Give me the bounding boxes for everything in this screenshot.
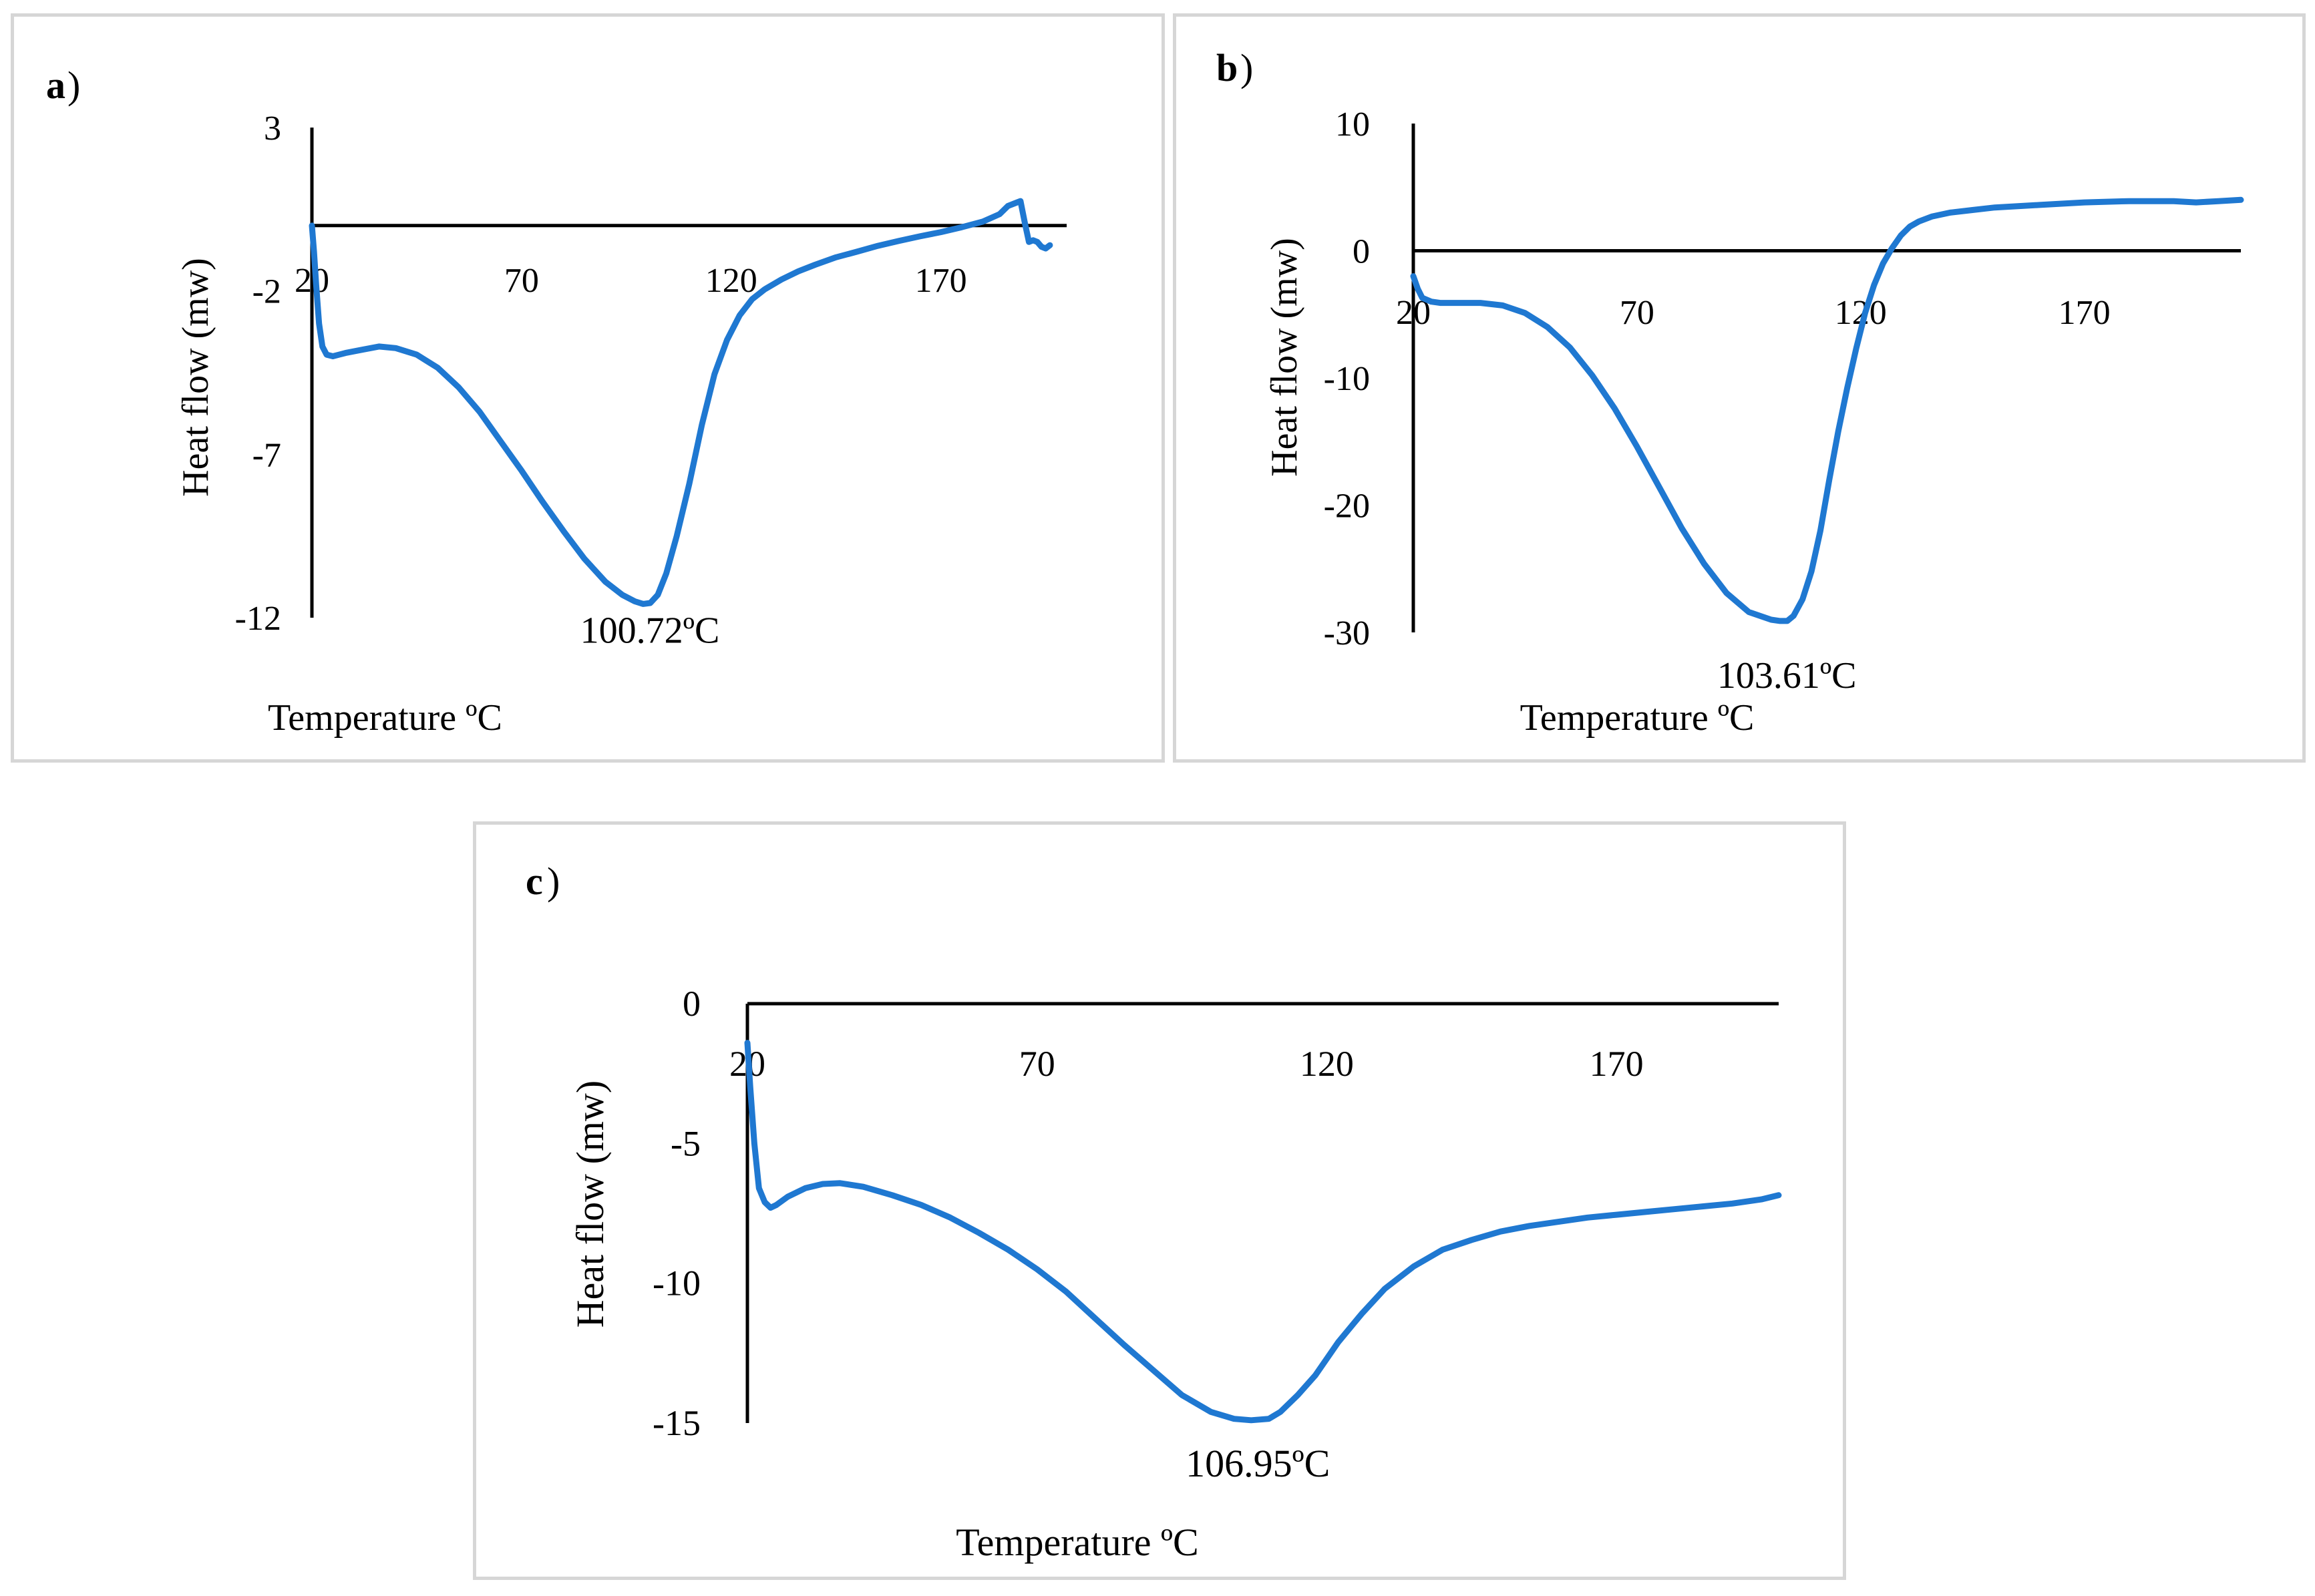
x-axis-label-c: Temperature ºC bbox=[956, 1521, 1198, 1564]
peak-annotation-c: 106.95ºC bbox=[1186, 1442, 1330, 1485]
x-tick-label-a: 170 bbox=[915, 262, 967, 300]
chart-c-svg: c ) Temperature ºC Heat flow (mw) 106.95… bbox=[526, 859, 1782, 1564]
x-tick-label-b: 70 bbox=[1620, 294, 1654, 332]
y-tick-label-c: -10 bbox=[653, 1263, 701, 1304]
x-axis-label-b: Temperature ºC bbox=[1520, 697, 1755, 739]
x-tick-label-a: 70 bbox=[504, 262, 539, 300]
y-tick-label-a: -2 bbox=[252, 273, 281, 311]
peak-annotation-a: 100.72ºC bbox=[580, 610, 720, 651]
y-tick-label-b: -30 bbox=[1324, 614, 1370, 652]
panel-paren-b: ) bbox=[1240, 46, 1253, 89]
panel-label-a: a bbox=[46, 63, 65, 107]
chart-panel-a: a ) Temperature ºC Heat flow (mw) 100.72… bbox=[11, 13, 1165, 763]
y-tick-label-b: 0 bbox=[1353, 233, 1370, 271]
y-tick-label-a: -12 bbox=[235, 600, 281, 638]
x-tick-label-a: 20 bbox=[295, 262, 329, 300]
y-axis-label-c: Heat flow (mw) bbox=[568, 1080, 612, 1328]
x-tick-label-b: 170 bbox=[2059, 294, 2111, 332]
chart-panel-c: c ) Temperature ºC Heat flow (mw) 106.95… bbox=[473, 821, 1846, 1580]
y-tick-label-b: -20 bbox=[1324, 487, 1370, 526]
panel-label-c: c bbox=[526, 859, 543, 903]
y-tick-label-a: 3 bbox=[264, 110, 281, 148]
y-tick-label-c: -15 bbox=[653, 1403, 701, 1443]
series-line-c bbox=[744, 1040, 1782, 1424]
y-tick-label-c: -5 bbox=[671, 1123, 701, 1163]
y-tick-label-b: -10 bbox=[1324, 360, 1370, 398]
panel-paren-a: ) bbox=[67, 63, 80, 107]
x-tick-label-a: 120 bbox=[705, 262, 757, 300]
series-line-b bbox=[1410, 196, 2244, 624]
chart-b-svg: b ) Temperature ºC Heat flow (mw) 103.61… bbox=[1216, 46, 2244, 739]
y-tick-label-b: 10 bbox=[1335, 106, 1370, 144]
x-tick-label-c: 120 bbox=[1300, 1044, 1354, 1084]
chart-a-svg: a ) Temperature ºC Heat flow (mw) 100.72… bbox=[46, 63, 1067, 739]
chart-panel-b: b ) Temperature ºC Heat flow (mw) 103.61… bbox=[1173, 13, 2306, 763]
panel-paren-c: ) bbox=[547, 859, 560, 903]
panel-label-b: b bbox=[1216, 46, 1238, 89]
series-line-a bbox=[309, 198, 1053, 607]
y-tick-label-c: 0 bbox=[683, 984, 701, 1024]
peak-annotation-b: 103.61ºC bbox=[1717, 655, 1857, 696]
y-axis-label-a: Heat flow (mw) bbox=[175, 258, 216, 497]
x-axis-label-a: Temperature ºC bbox=[268, 697, 502, 739]
y-axis-label-b: Heat flow (mw) bbox=[1264, 238, 1305, 477]
y-tick-label-a: -7 bbox=[252, 436, 281, 474]
x-tick-label-c: 170 bbox=[1590, 1044, 1644, 1084]
x-tick-label-c: 70 bbox=[1019, 1044, 1055, 1084]
